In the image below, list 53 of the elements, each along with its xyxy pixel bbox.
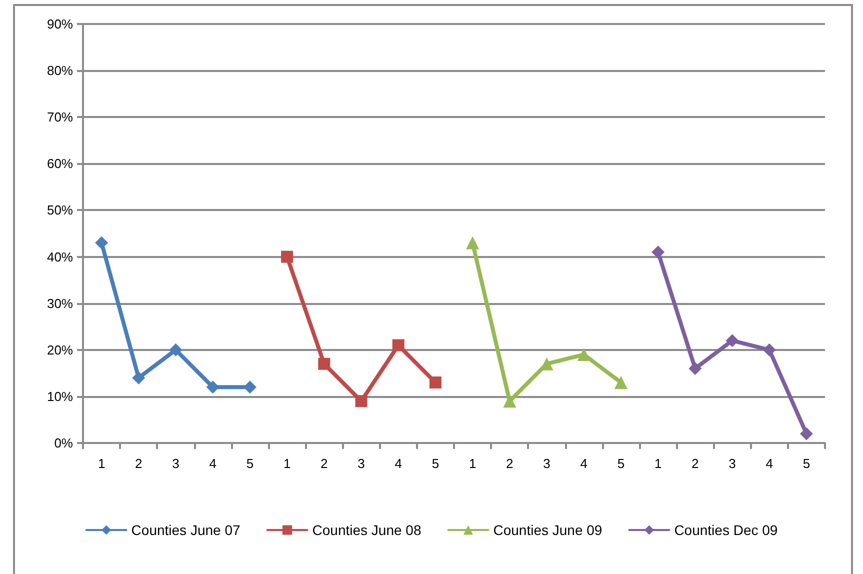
point	[762, 343, 776, 356]
x-tick-label: 1	[654, 456, 662, 471]
point	[652, 246, 665, 259]
x-tick-label: 1	[468, 456, 476, 471]
y-tick-label: 10%	[46, 388, 74, 404]
y-tick-label: 20%	[46, 342, 74, 358]
y-tick-label: 30%	[46, 296, 74, 311]
point	[577, 348, 590, 362]
legend-label: Counties Dec 09	[674, 522, 778, 538]
y-tick-label: 60%	[46, 156, 74, 172]
x-tick-label: 2	[135, 456, 142, 471]
point	[243, 380, 256, 394]
x-tick-label: 1	[283, 456, 291, 471]
x-tick-label: 5	[617, 456, 625, 471]
x-tick-label: 3	[172, 456, 180, 471]
x-tick-label: 4	[394, 456, 402, 471]
point	[466, 236, 480, 250]
point	[392, 339, 404, 352]
legend-label: Counties June 08	[312, 522, 422, 538]
y-tick-label: 70%	[46, 110, 74, 125]
y-tick-label: 50%	[46, 202, 74, 218]
x-tick-label: 3	[543, 456, 550, 471]
point	[355, 395, 368, 408]
point	[281, 250, 294, 263]
y-tick-label: 80%	[46, 63, 74, 78]
point	[614, 376, 628, 389]
x-tick-label: 2	[320, 456, 328, 471]
point	[132, 371, 146, 384]
x-tick-label: 4	[209, 456, 216, 471]
x-tick-label: 1	[98, 456, 106, 471]
x-tick-label: 3	[358, 456, 365, 471]
x-tick-label: 5	[432, 456, 440, 471]
point	[318, 358, 330, 370]
point	[800, 427, 813, 440]
point	[688, 362, 702, 376]
x-tick-label: 4	[766, 456, 773, 471]
y-tick-label: 40%	[46, 249, 74, 264]
point	[206, 380, 220, 394]
x-tick-label: 2	[692, 456, 699, 471]
point	[429, 376, 442, 388]
x-tick-label: 5	[246, 456, 254, 471]
y-tick-label: 0%	[54, 436, 74, 450]
x-tick-label: 3	[728, 456, 736, 471]
x-tick-label: 2	[506, 456, 514, 471]
point	[95, 236, 108, 250]
point	[726, 334, 739, 348]
legend-label: Counties June 07	[131, 522, 240, 538]
point	[503, 394, 516, 408]
y-tick-label: 90%	[46, 16, 74, 32]
x-tick-label: 4	[580, 456, 588, 471]
point	[169, 343, 182, 356]
legend-label: Counties June 09	[493, 522, 602, 538]
x-tick-label: 5	[802, 456, 810, 471]
